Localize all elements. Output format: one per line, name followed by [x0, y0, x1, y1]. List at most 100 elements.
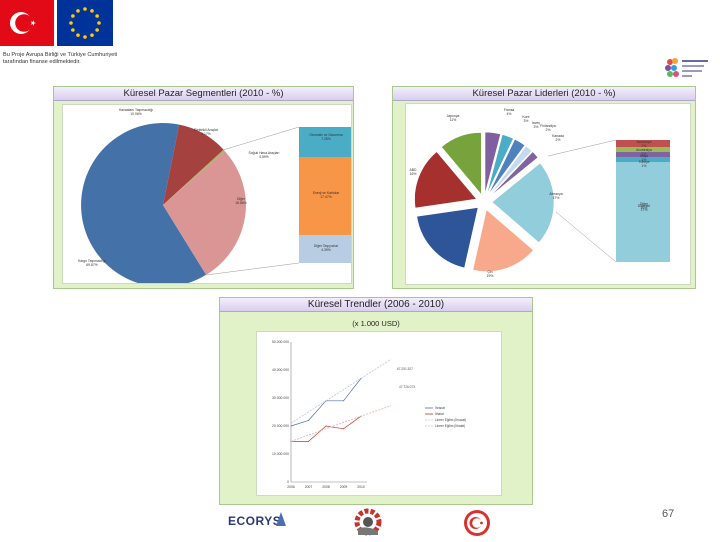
- label-digerleri-name: Diğerleri: [637, 204, 651, 208]
- funding-caption: Bu Proje Avrupa Birliği ve Türkiye Cumhu…: [3, 52, 117, 66]
- label-diger-value: 18.86%: [235, 201, 247, 206]
- label-turkiye: Türkiye 1%: [634, 160, 654, 168]
- label-havaalani-name: Havaalanı Taşımacılığı: [118, 108, 154, 112]
- legend-label: İhracat: [435, 405, 445, 410]
- pie-slice-diger: [163, 151, 246, 275]
- label-kargo-name: Kargo Taşımacılığı: [77, 259, 107, 263]
- pie-slice-elektrikli: [163, 149, 224, 205]
- y-tick-label: 10.000.000: [272, 452, 289, 456]
- y-tick-label: 40.000.000: [272, 368, 289, 372]
- trends-title: Küresel Trendler (2006 - 2010): [220, 298, 532, 312]
- eu-star-icon: [95, 14, 99, 18]
- x-tick-label: 2006: [287, 485, 295, 489]
- label-turkiye-name: Türkiye: [638, 160, 650, 164]
- label-japonya-value: 11%: [449, 118, 457, 123]
- page-number: 67: [662, 508, 675, 520]
- label-kore-name: Kore: [522, 115, 530, 119]
- bar-seg-enerji: [299, 157, 353, 235]
- label-enerji-name: Enerji ve Kablolar: [312, 191, 340, 195]
- label-enerji-value: 17.47%: [320, 195, 332, 200]
- y-tick-label: 0: [287, 480, 289, 484]
- label-elektrikli-name: Elektrikli Araçlar: [193, 128, 219, 132]
- eu-star-icon: [83, 35, 87, 39]
- label-cin: Çin 19%: [480, 270, 500, 278]
- label-abd-value: 16%: [409, 172, 417, 177]
- leader-pie-slice: [416, 207, 479, 269]
- label-digerleri: Diğerleri 17%: [630, 204, 658, 212]
- eu-star-icon: [76, 9, 80, 13]
- label-fransa-value: 4%: [506, 112, 512, 117]
- turkish-flag-icon: [0, 0, 54, 46]
- leaders-title: Küresel Pazar Liderleri (2010 - %): [393, 87, 695, 101]
- label-diger-leader-value: 22%: [640, 206, 648, 211]
- label-havaalani: Havaalanı Taşımacılığı 10.06%: [111, 108, 161, 116]
- bar-seg-otomotiv: [299, 127, 353, 157]
- bar-seg-digerleri: [616, 162, 670, 262]
- label-italya-value: 1%: [641, 158, 647, 163]
- label-soguk-name: Soğuk Hava Araçları: [248, 151, 280, 155]
- series-point: [308, 440, 309, 442]
- label-elektrikli: Elektrikli Araçlar 0.17%: [181, 128, 231, 136]
- eu-star-icon: [69, 21, 73, 25]
- label-kanada-name: Kanada: [552, 134, 564, 138]
- label-diger: Diğer 18.86%: [223, 197, 259, 205]
- legend-label: İthalat: [435, 411, 444, 416]
- segments-chart: Havaalanı Taşımacılığı 10.06% Elektrikli…: [62, 104, 353, 287]
- label-japonya: Japonya 11%: [438, 114, 468, 122]
- eu-star-icon: [95, 28, 99, 32]
- label-finlandiya-name: Finlandiya: [540, 124, 556, 128]
- series-line: [290, 359, 392, 424]
- trends-subtitle: (x 1.000 USD): [352, 319, 400, 328]
- leaders-chart: Fransa 4% Kore 3% İsveç 3% Finlandiya 2%…: [405, 103, 691, 285]
- ecorys-mark-icon: [276, 512, 286, 526]
- label-cin-name: Çin: [487, 270, 493, 274]
- label-avusturya-name: Avusturya: [636, 140, 652, 144]
- pie-slice-havaalani: [163, 124, 224, 205]
- x-tick-label: 2007: [305, 485, 313, 489]
- x-tick-label: 2010: [357, 485, 365, 489]
- label-isvec: İsveç 3%: [524, 121, 548, 129]
- series-line: [290, 405, 392, 442]
- y-tick-label: 30.000.000: [272, 396, 289, 400]
- series-point: [343, 428, 344, 430]
- label-turkiye-value: 1%: [641, 164, 647, 169]
- trend-annotation: 47.726.073: [399, 385, 415, 389]
- label-enerji: Enerji ve Kablolar 17.47%: [299, 191, 353, 199]
- leader-pie-slice: [486, 134, 514, 195]
- label-avustralya-name: Avustralya: [636, 148, 652, 152]
- partner-logo-icon: [664, 56, 716, 80]
- label-otomotiv: Otomotiv ve Savunma 7.25%: [299, 133, 353, 141]
- label-kargo: Kargo Taşımacılığı 69.87%: [67, 259, 117, 267]
- label-italya: İtalya 1%: [634, 154, 654, 162]
- label-kanada: Kanada 2%: [546, 134, 570, 142]
- label-diger-tasiyici-value: 4.39%: [321, 248, 331, 253]
- label-diger-leader: Diğer 22%: [632, 202, 656, 210]
- leaders-pie-svg: [414, 131, 670, 272]
- label-havaalani-value: 10.06%: [130, 112, 142, 117]
- label-almanya-value: 17%: [552, 196, 560, 201]
- label-japonya-name: Japonya: [446, 114, 460, 118]
- label-kargo-value: 69.87%: [86, 263, 98, 268]
- legend-label: Lineer Eğilim (İthalat): [435, 423, 465, 428]
- label-avusturya: Avusturya 2%: [634, 140, 654, 148]
- trends-chart: 0 10.000.000 20.000.000 30.000.000 40.000.00…: [256, 331, 502, 496]
- label-kore-value: 3%: [523, 119, 529, 124]
- caption-line-2: tarafından finanse edilmektedir.: [3, 59, 81, 65]
- leader-pie-slice: [487, 138, 526, 196]
- pie-slice-kargo: [81, 122, 207, 287]
- bar-seg-italya: [616, 152, 670, 157]
- label-otomotiv-name: Otomotiv ve Savunma: [309, 133, 343, 137]
- leader-pie-slice: [484, 131, 501, 195]
- label-diger-leader-name: Diğer: [639, 202, 649, 206]
- series-point: [325, 425, 327, 427]
- bar-seg-turkiye: [616, 157, 670, 162]
- x-tick-label: 2008: [322, 485, 330, 489]
- pie-slice-soguk: [163, 149, 225, 205]
- leader-pie-slice: [489, 151, 539, 197]
- y-tick-label: 50.000.000: [272, 340, 289, 344]
- label-soguk-value: 0.59%: [259, 155, 269, 160]
- label-finlandiya: Finlandiya 2%: [534, 124, 562, 132]
- segments-pie-svg: [81, 122, 353, 287]
- ministry-seal-icon: [463, 509, 491, 537]
- series-point: [290, 425, 292, 427]
